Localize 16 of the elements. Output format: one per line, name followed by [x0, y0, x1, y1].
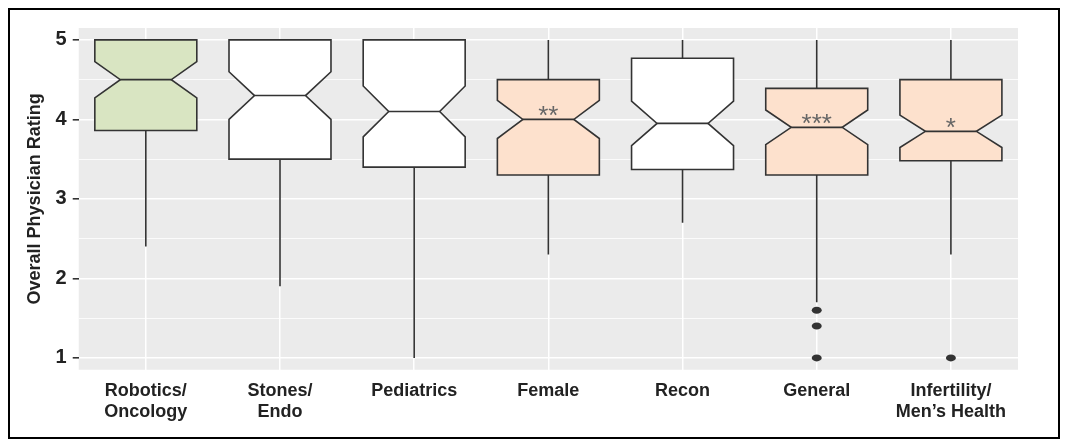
y-axis-title: Overall Physician Rating [23, 93, 44, 305]
x-tick-label: Recon [655, 379, 711, 400]
x-tick-label: Robotics/ Oncology [104, 379, 188, 422]
x-tick-label: Infertility/ Men’s Health [895, 379, 1007, 422]
annotation: ** [538, 100, 559, 131]
y-tick-label: 5 [55, 27, 67, 50]
x-tick-label: Pediatrics [371, 379, 458, 400]
annotation: *** [801, 108, 832, 139]
y-tick-label: 4 [55, 106, 68, 129]
y-tick-label: 3 [55, 186, 67, 209]
x-tick-label: General [783, 379, 851, 400]
y-tick-label: 2 [55, 265, 67, 288]
y-tick-label: 1 [55, 345, 67, 368]
x-tick-label: Female [517, 379, 580, 400]
annotation: * [945, 112, 956, 143]
x-tick-label: Stones/ Endo [247, 379, 313, 422]
